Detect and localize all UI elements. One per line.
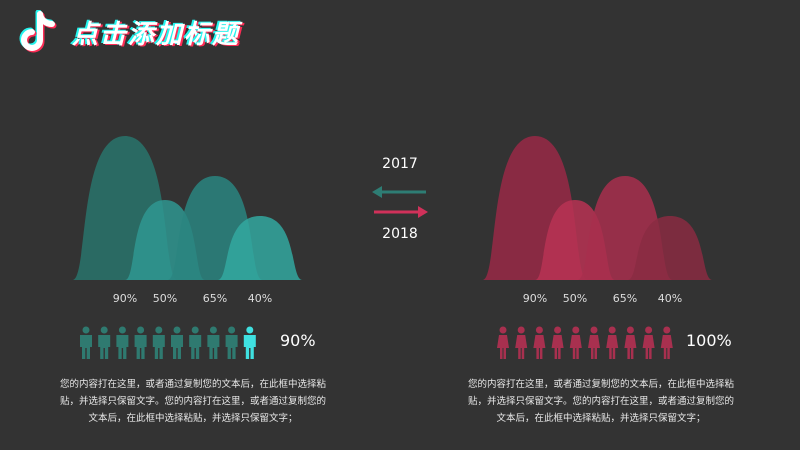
category-label: 90% [112, 292, 138, 305]
description-2018: 您的内容打在这里，或者通过复制您的文本后，在此框中选择粘贴，并选择只保留文字。您… [467, 379, 734, 424]
male-person-icon [98, 326, 111, 359]
male-person-icon [171, 326, 183, 359]
stat-value-2018: 100% [686, 331, 732, 350]
year-label-2017: 2017 [382, 156, 418, 172]
female-person-icon [624, 326, 637, 359]
category-label: 90% [522, 292, 548, 305]
category-label: 50% [152, 292, 178, 305]
female-person-icon [497, 326, 509, 359]
category-label: 40% [247, 292, 273, 305]
year-label-2018: 2018 [382, 226, 418, 242]
female-person-icon [551, 326, 564, 359]
male-person-icon [189, 326, 202, 359]
tiktok-logo-icon [19, 10, 57, 53]
female-person-icon [533, 326, 546, 359]
male-person-icon [152, 326, 165, 359]
category-label: 50% [562, 292, 588, 305]
male-person-icon [134, 326, 147, 359]
bell-area-chart-2018 [482, 136, 713, 280]
male-person-icon [207, 326, 220, 359]
category-labels-2018: 90% 50% 65% 40% [480, 292, 740, 308]
bell-area-3 [217, 216, 303, 280]
female-person-icon [588, 326, 600, 359]
female-person-icon [642, 326, 655, 359]
page-title: 点击添加标题 [72, 20, 241, 50]
bell-area-chart-2017 [72, 136, 303, 280]
people-icons-2018 [497, 326, 673, 359]
arrow-left-icon [372, 186, 426, 198]
description-2017: 您的内容打在这里，或者通过复制您的文本后，在此框中选择粘贴，并选择只保留文字。您… [59, 379, 326, 424]
female-person-icon [606, 326, 619, 359]
male-person-icon [80, 326, 92, 359]
category-label: 65% [612, 292, 638, 305]
category-label: 65% [202, 292, 228, 305]
people-icons-2017 [80, 326, 256, 359]
female-person-icon [660, 326, 673, 359]
female-person-icon [569, 326, 582, 359]
category-label: 40% [657, 292, 683, 305]
male-person-icon [116, 326, 129, 359]
stat-value-2017: 90% [280, 331, 316, 350]
male-person-icon [225, 326, 238, 359]
male-person-icon [243, 326, 256, 359]
bell-area-3 [627, 216, 713, 280]
year-arrows [372, 186, 428, 218]
female-person-icon [515, 326, 528, 359]
category-labels-2017: 90% 50% 65% 40% [70, 292, 330, 308]
arrow-right-icon [374, 206, 428, 218]
